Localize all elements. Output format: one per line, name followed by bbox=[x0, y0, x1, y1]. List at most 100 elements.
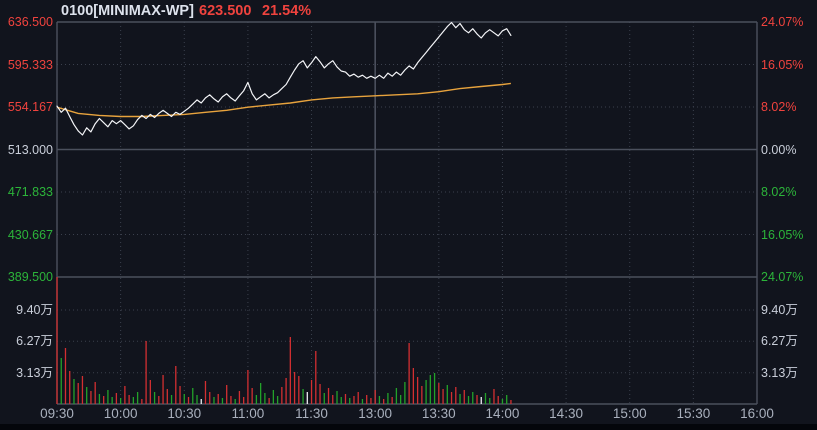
volume-bar bbox=[310, 380, 313, 404]
volume-bar bbox=[98, 394, 101, 404]
volume-bar bbox=[234, 399, 236, 404]
volume-bar bbox=[272, 390, 275, 404]
volume-bar bbox=[243, 397, 245, 404]
percent-axis-label: 16.05% bbox=[761, 57, 804, 72]
volume-bars bbox=[56, 277, 512, 404]
price-axis-label: 430.667 bbox=[7, 227, 53, 242]
volume-bar bbox=[455, 387, 457, 404]
volume-bar bbox=[319, 384, 321, 404]
price-line bbox=[56, 21, 512, 136]
volume-bar bbox=[497, 396, 499, 404]
time-axis-label: 15:00 bbox=[612, 406, 647, 421]
price-axis-label: 595.333 bbox=[7, 57, 53, 72]
average-price-line bbox=[56, 82, 511, 118]
volume-bar bbox=[196, 395, 198, 404]
volume-bar bbox=[166, 389, 168, 404]
volume-bar bbox=[230, 396, 232, 404]
volume-bar bbox=[200, 399, 202, 404]
volume-bar bbox=[285, 378, 287, 404]
volume-bar bbox=[463, 390, 465, 404]
time-axis-label: 10:30 bbox=[167, 406, 202, 421]
volume-bar bbox=[442, 389, 444, 404]
volume-bar bbox=[204, 381, 207, 404]
volume-bar bbox=[149, 380, 151, 404]
price-axis-label: 554.167 bbox=[7, 100, 53, 114]
price-axis-label: 513.000 bbox=[7, 142, 53, 157]
time-axis-label: 11:00 bbox=[231, 406, 265, 421]
volume-bar bbox=[480, 397, 482, 404]
volume-bar bbox=[412, 368, 415, 404]
volume-bar bbox=[510, 400, 512, 404]
percent-axis-label: 16.05% bbox=[761, 227, 804, 242]
volume-axis-label: 9.40万 bbox=[16, 303, 53, 317]
volume-bar bbox=[145, 341, 147, 404]
percent-axis-label: 8.02% bbox=[761, 185, 797, 199]
volume-bar bbox=[132, 397, 135, 404]
stock-symbol: 0100[MINIMAX-WP] bbox=[61, 3, 194, 19]
volume-bar bbox=[192, 388, 194, 404]
volume-bar bbox=[472, 392, 474, 404]
volume-bar bbox=[416, 377, 419, 404]
volume-bar bbox=[158, 396, 160, 404]
volume-axis-label: 6.27万 bbox=[16, 334, 53, 349]
volume-bar bbox=[81, 376, 84, 404]
volume-bar bbox=[298, 376, 300, 404]
volume-bar bbox=[302, 389, 304, 404]
price-axis-label: 389.500 bbox=[7, 270, 53, 284]
time-axis-label: 09:30 bbox=[40, 406, 74, 421]
volume-bar bbox=[136, 392, 139, 404]
volume-bar bbox=[421, 386, 423, 404]
volume-bar bbox=[170, 395, 173, 404]
volume-bar bbox=[124, 386, 126, 404]
volume-bar bbox=[86, 387, 88, 404]
volume-bar bbox=[77, 383, 79, 404]
volume-bar bbox=[489, 398, 491, 404]
time-axis-label: 15:30 bbox=[676, 406, 711, 421]
volume-bar bbox=[209, 392, 211, 404]
volume-bar bbox=[408, 343, 410, 404]
percent-axis-label: 24.07% bbox=[761, 15, 804, 29]
volume-bar bbox=[247, 370, 249, 404]
change-percent: 21.54% bbox=[262, 3, 312, 19]
bottom-edge-strip bbox=[0, 424, 817, 430]
volume-bar bbox=[344, 394, 347, 404]
price-axis-label: 471.833 bbox=[7, 185, 53, 199]
volume-bar bbox=[69, 371, 71, 404]
volume-bar bbox=[73, 379, 75, 404]
volume-axis-label: 9.40万 bbox=[761, 303, 798, 317]
volume-bar bbox=[251, 388, 253, 404]
percent-axis-label: 0.00% bbox=[761, 142, 797, 157]
volume-bar bbox=[119, 398, 122, 404]
volume-bar bbox=[90, 391, 92, 404]
volume-bar bbox=[506, 395, 508, 404]
volume-bar bbox=[433, 373, 436, 404]
volume-bar bbox=[315, 351, 317, 404]
volume-bar bbox=[94, 382, 96, 404]
volume-bar bbox=[459, 394, 461, 404]
volume-bar bbox=[340, 397, 342, 404]
percent-axis-label: 8.02% bbox=[761, 100, 797, 114]
time-axis-label: 14:30 bbox=[549, 406, 583, 421]
time-axis-label: 11:30 bbox=[295, 406, 328, 421]
volume-bar bbox=[336, 391, 338, 404]
volume-bar bbox=[289, 337, 291, 404]
volume-bar bbox=[217, 394, 219, 404]
volume-bar bbox=[179, 386, 181, 404]
volume-bar bbox=[107, 390, 109, 404]
last-price: 623.500 bbox=[199, 3, 252, 19]
volume-bar bbox=[268, 398, 270, 404]
volume-bar bbox=[226, 385, 228, 404]
volume-bar bbox=[374, 390, 376, 404]
volume-bar bbox=[103, 396, 105, 404]
volume-bar bbox=[349, 398, 351, 404]
time-axis-label: 16:00 bbox=[740, 406, 774, 421]
volume-bar bbox=[183, 394, 185, 404]
volume-bar bbox=[438, 383, 440, 404]
volume-bar bbox=[366, 395, 368, 404]
volume-axis-label: 3.13万 bbox=[16, 365, 53, 380]
volume-bar bbox=[238, 391, 241, 404]
volume-bar bbox=[221, 398, 224, 404]
volume-bar bbox=[259, 383, 262, 404]
